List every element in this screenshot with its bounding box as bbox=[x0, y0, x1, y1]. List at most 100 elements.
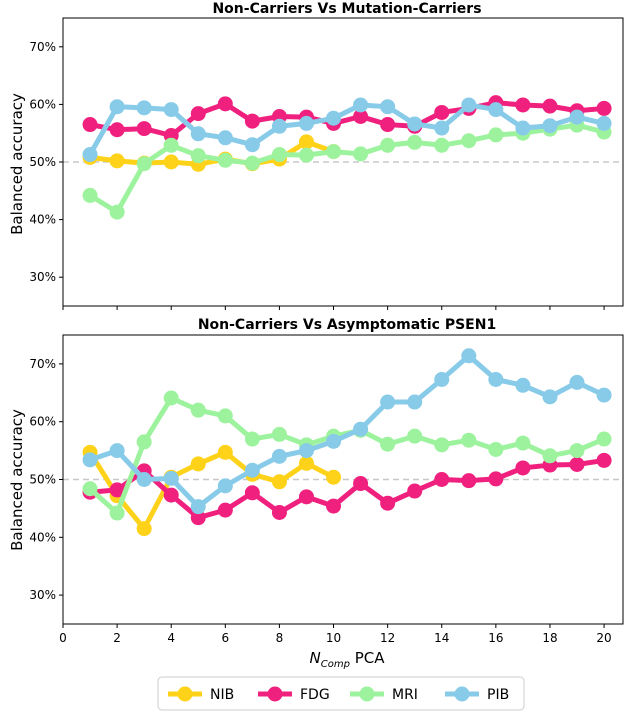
legend-label: NIB bbox=[210, 687, 234, 703]
top-point-pib bbox=[380, 99, 396, 115]
bottom-panel-title: Non-Carriers Vs Asymptomatic PSEN1 bbox=[198, 317, 496, 333]
top-point-pib bbox=[515, 120, 531, 136]
bottom-point-pib bbox=[109, 443, 125, 459]
bottom-point-pib bbox=[136, 472, 152, 487]
bottom-point-fdg bbox=[298, 489, 314, 505]
bottom-x-tick-label: 2 bbox=[113, 631, 121, 645]
bottom-line-nib bbox=[87, 449, 335, 532]
bottom-point-mri bbox=[407, 428, 423, 444]
bottom-point-mri bbox=[596, 431, 612, 447]
bottom-point-mri bbox=[109, 505, 125, 521]
bottom-point-mri bbox=[271, 426, 287, 442]
top-point-fdg bbox=[596, 100, 612, 116]
top-point-nib bbox=[298, 134, 314, 150]
top-point-mri bbox=[326, 144, 342, 160]
bottom-point-nib bbox=[298, 455, 314, 471]
bottom-point-fdg bbox=[434, 472, 450, 487]
x-axis-label: NComp PCA bbox=[310, 649, 386, 670]
top-point-fdg bbox=[434, 104, 450, 120]
bottom-panel-axes: 30% 40% 50% 60% 70% 0 2 4 6 8 10 12 14 16 18 20 bbox=[29, 334, 624, 645]
bottom-point-fdg bbox=[596, 452, 612, 468]
top-point-mri bbox=[407, 134, 423, 150]
top-series-pib bbox=[82, 97, 612, 163]
top-point-mri bbox=[271, 147, 287, 163]
legend-entry-fdg: FDG bbox=[258, 686, 330, 703]
top-point-fdg bbox=[542, 98, 558, 114]
bottom-x-tick-label: 12 bbox=[380, 631, 395, 645]
bottom-point-fdg bbox=[380, 495, 396, 511]
bottom-y-tick-label: 60% bbox=[29, 415, 56, 429]
bottom-point-fdg bbox=[271, 504, 287, 520]
legend-label: FDG bbox=[300, 687, 330, 703]
bottom-point-mri bbox=[380, 436, 396, 452]
bottom-series-mri bbox=[82, 390, 612, 521]
top-point-pib bbox=[542, 118, 558, 134]
top-point-mri bbox=[380, 137, 396, 153]
top-point-pib bbox=[271, 118, 287, 134]
bottom-panel-series bbox=[82, 348, 612, 537]
bottom-x-tick-label: 8 bbox=[276, 631, 284, 645]
bottom-point-mri bbox=[515, 435, 531, 451]
bottom-point-mri bbox=[217, 408, 233, 424]
bottom-point-mri bbox=[244, 431, 260, 447]
top-point-pib bbox=[461, 97, 477, 113]
top-y-tick-label: 30% bbox=[29, 270, 56, 284]
bottom-y-tick-label: 30% bbox=[29, 588, 56, 602]
top-point-pib bbox=[163, 102, 179, 118]
bottom-point-fdg bbox=[407, 483, 423, 499]
bottom-panel: Non-Carriers Vs Asymptomatic PSEN1 Balan… bbox=[8, 317, 624, 670]
bottom-x-tick-label: 16 bbox=[488, 631, 503, 645]
top-point-mri bbox=[82, 187, 98, 203]
bottom-point-nib bbox=[326, 469, 342, 485]
top-panel-axes: 30% 40% 50% 60% 70% bbox=[29, 17, 624, 310]
bottom-point-pib bbox=[298, 443, 314, 459]
bottom-point-pib bbox=[542, 389, 558, 405]
bottom-point-mri bbox=[163, 390, 179, 406]
top-point-pib bbox=[109, 99, 125, 115]
legend-swatch-marker bbox=[267, 686, 283, 702]
top-point-fdg bbox=[190, 106, 206, 122]
legend: NIB FDG MRI PIB bbox=[157, 676, 525, 711]
bottom-point-pib bbox=[190, 499, 206, 515]
bottom-point-pib bbox=[353, 421, 369, 437]
bottom-point-pib bbox=[271, 448, 287, 464]
top-point-mri bbox=[163, 137, 179, 153]
bottom-x-tick-label: 0 bbox=[59, 631, 67, 645]
legend-label: MRI bbox=[392, 687, 418, 703]
top-series-mri bbox=[82, 117, 612, 220]
top-point-mri bbox=[488, 127, 504, 143]
top-point-mri bbox=[136, 156, 152, 172]
bottom-point-pib bbox=[461, 348, 477, 364]
top-point-pib bbox=[434, 120, 450, 136]
bottom-panel-y-axis-label: Balanced accuracy bbox=[8, 409, 26, 551]
bottom-point-pib bbox=[163, 470, 179, 486]
top-point-nib bbox=[163, 154, 179, 170]
bottom-y-tick-label: 40% bbox=[29, 530, 56, 544]
bottom-point-pib bbox=[569, 374, 585, 390]
top-point-fdg bbox=[244, 113, 260, 129]
top-point-pib bbox=[596, 115, 612, 131]
bottom-x-tick-label: 18 bbox=[542, 631, 557, 645]
top-panel-series bbox=[82, 95, 612, 220]
top-point-mri bbox=[434, 137, 450, 153]
bottom-point-nib bbox=[136, 521, 152, 537]
legend-swatch-marker bbox=[454, 686, 470, 702]
top-point-pib bbox=[353, 97, 369, 113]
bottom-point-fdg bbox=[515, 460, 531, 476]
legend-swatch-marker bbox=[359, 686, 375, 702]
bottom-x-tick-label: 20 bbox=[596, 631, 611, 645]
top-panel-title: Non-Carriers Vs Mutation-Carriers bbox=[212, 1, 481, 17]
top-point-mri bbox=[461, 133, 477, 149]
top-point-mri bbox=[298, 147, 314, 163]
bottom-point-pib bbox=[407, 394, 423, 410]
bottom-point-pib bbox=[596, 387, 612, 403]
bottom-point-pib bbox=[515, 377, 531, 393]
top-point-pib bbox=[326, 110, 342, 126]
bottom-point-fdg bbox=[353, 476, 369, 492]
top-point-fdg bbox=[82, 117, 98, 133]
top-point-mri bbox=[244, 155, 260, 171]
bottom-series-pib bbox=[82, 348, 612, 515]
top-panel-y-axis-label: Balanced accuracy bbox=[8, 93, 26, 235]
top-point-pib bbox=[488, 102, 504, 118]
bottom-point-nib bbox=[217, 444, 233, 460]
